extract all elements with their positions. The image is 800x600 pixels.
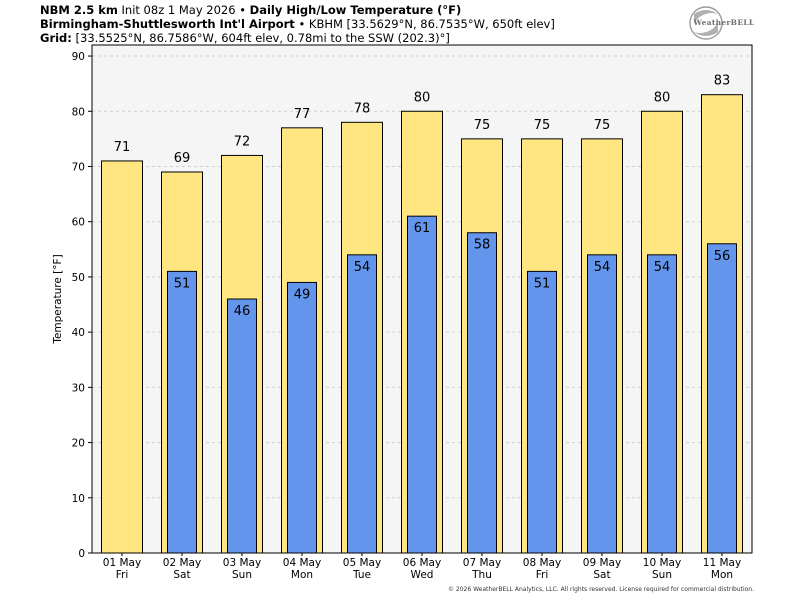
header-line-1: NBM 2.5 km Init 08z 1 May 2026 • Daily H… (40, 3, 680, 17)
high-temp-label: 83 (714, 74, 731, 89)
high-temp-label: 75 (474, 118, 491, 133)
x-tick-label-date: 01 May (103, 557, 141, 569)
high-temp-label: 78 (354, 101, 371, 116)
high-temp-label: 80 (414, 90, 431, 105)
separator-dot: • (298, 17, 306, 31)
x-tick-label-day: Sat (173, 569, 190, 581)
y-tick-label: 0 (78, 548, 85, 560)
x-tick-label-date: 04 May (283, 557, 321, 569)
x-tick-label-date: 05 May (343, 557, 381, 569)
x-tick-label-date: 06 May (403, 557, 441, 569)
low-temp-bar (647, 254, 677, 554)
x-tick-label-date: 03 May (223, 557, 261, 569)
x-tick-label-date: 07 May (463, 557, 501, 569)
low-temp-bar (167, 270, 197, 554)
y-tick-label: 10 (72, 493, 85, 505)
header-line-3: Grid: [33.5525°N, 86.7586°W, 604ft elev,… (40, 31, 680, 45)
low-temp-bar (467, 232, 497, 554)
high-temp-label: 75 (534, 118, 551, 133)
low-temp-label: 54 (594, 260, 611, 275)
high-temp-label: 71 (114, 140, 131, 155)
plot-frame (91, 44, 753, 554)
x-tick-label-date: 11 May (703, 557, 741, 569)
low-temp-label: 58 (474, 238, 491, 253)
x-tick-label-day: Thu (471, 569, 492, 581)
copyright-notice: © 2026 WeatherBELL Analytics, LLC. All r… (448, 586, 754, 593)
station-name: Birmingham-Shuttlesworth Int'l Airport (40, 17, 295, 31)
init-time: Init 08z 1 May 2026 (121, 3, 236, 17)
x-tick-label-day: Sun (232, 569, 252, 581)
y-tick-label: 90 (72, 51, 85, 63)
low-temp-bar (527, 270, 557, 554)
x-tick-label-day: Wed (411, 569, 434, 581)
x-tick-label-day: Sat (593, 569, 610, 581)
x-tick-label-day: Tue (352, 569, 371, 581)
low-temp-bar (347, 254, 377, 554)
low-temp-bar (287, 281, 317, 554)
x-tick-label-day: Mon (711, 569, 733, 581)
x-tick-label-date: 10 May (643, 557, 681, 569)
x-tick-label-day: Sun (652, 569, 672, 581)
low-temp-label: 61 (414, 221, 431, 236)
y-tick-label: 70 (72, 161, 85, 173)
low-temp-bar (707, 243, 737, 554)
station-details: KBHM [33.5629°N, 86.7535°W, 650ft elev] (308, 17, 555, 31)
x-tick-label-date: 02 May (163, 557, 201, 569)
low-temp-label: 51 (174, 276, 191, 291)
low-temp-bar (407, 215, 437, 554)
y-tick-label: 40 (72, 327, 85, 339)
high-temp-label: 69 (174, 151, 191, 166)
low-temp-bar (227, 298, 257, 554)
high-temp-label: 80 (654, 90, 671, 105)
low-temp-label: 49 (294, 287, 311, 302)
high-temp-label: 77 (294, 107, 311, 122)
x-tick-label-day: Mon (291, 569, 313, 581)
x-tick-label-day: Fri (536, 569, 549, 581)
grid-details: [33.5525°N, 86.7586°W, 604ft elev, 0.78m… (75, 31, 450, 45)
y-axis-label: Temperature [°F] (52, 254, 64, 344)
high-temp-label: 72 (234, 134, 251, 149)
y-tick-label: 20 (72, 438, 85, 450)
low-temp-label: 56 (714, 249, 731, 264)
logo-text: WeatherBELL (693, 18, 755, 27)
weatherbell-logo: WeatherBELL (684, 4, 754, 42)
low-temp-bar (587, 254, 617, 554)
logo-swirl-icon (689, 6, 723, 40)
low-temp-label: 54 (354, 260, 371, 275)
chart-header: NBM 2.5 km Init 08z 1 May 2026 • Daily H… (40, 3, 680, 45)
low-temp-label: 51 (534, 276, 551, 291)
y-tick-label: 80 (72, 106, 85, 118)
y-tick-label: 30 (72, 382, 85, 394)
header-line-2: Birmingham-Shuttlesworth Int'l Airport •… (40, 17, 680, 31)
low-temp-label: 54 (654, 260, 671, 275)
x-tick-label-date: 08 May (523, 557, 561, 569)
x-tick-label-day: Fri (116, 569, 129, 581)
x-tick-label-date: 09 May (583, 557, 621, 569)
y-tick-label: 50 (72, 272, 85, 284)
high-temp-label: 75 (594, 118, 611, 133)
y-tick-label: 60 (72, 217, 85, 229)
separator-dot: • (239, 3, 247, 17)
model-name: NBM 2.5 km (40, 3, 118, 17)
chart-title: Daily High/Low Temperature (°F) (249, 3, 462, 17)
grid-label: Grid: (40, 31, 72, 45)
low-temp-label: 46 (234, 304, 251, 319)
high-temp-bar (101, 160, 143, 554)
